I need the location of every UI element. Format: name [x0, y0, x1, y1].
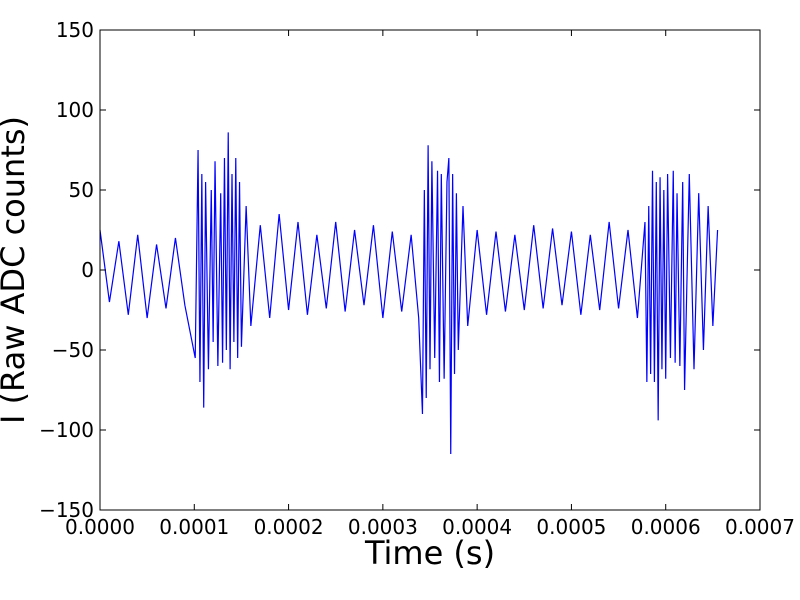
y-tick-label: −50	[52, 338, 94, 362]
y-tick-label: 100	[56, 98, 94, 122]
y-axis: −150 −100 −50 0 50 100 150	[39, 18, 760, 522]
x-tick-label: 0.0006	[631, 515, 701, 539]
x-tick-label: 0.0000	[65, 515, 135, 539]
y-tick-label: −100	[39, 418, 94, 442]
series-line-0	[99, 132, 719, 455]
x-tick-label: 0.0005	[536, 515, 606, 539]
x-tick-label: 0.0001	[159, 515, 229, 539]
y-tick-label: 150	[56, 18, 94, 42]
x-tick-label: 0.0002	[254, 515, 324, 539]
y-axis-title: I (Raw ADC counts)	[0, 116, 32, 424]
x-tick-label: 0.0003	[348, 515, 418, 539]
x-axis-title: Time (s)	[364, 534, 495, 572]
x-tick-label: 0.0007	[725, 515, 795, 539]
y-tick-label: −150	[39, 498, 94, 522]
x-tick-label: 0.0004	[442, 515, 512, 539]
x-axis: 0.0000 0.0001 0.0002 0.0003 0.0004 0.0005 0.00…	[65, 30, 795, 539]
y-tick-label: 50	[69, 178, 94, 202]
plot-area	[99, 132, 719, 455]
y-tick-label: 0	[81, 258, 94, 282]
